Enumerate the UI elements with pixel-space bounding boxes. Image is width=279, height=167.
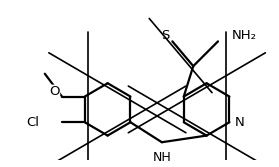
Text: O: O bbox=[49, 85, 60, 98]
Text: NH₂: NH₂ bbox=[231, 29, 256, 42]
Text: N: N bbox=[235, 116, 245, 129]
Text: NH: NH bbox=[153, 151, 171, 164]
Text: Cl: Cl bbox=[26, 116, 39, 129]
Text: S: S bbox=[162, 29, 170, 42]
Text: methoxy: methoxy bbox=[21, 59, 59, 68]
